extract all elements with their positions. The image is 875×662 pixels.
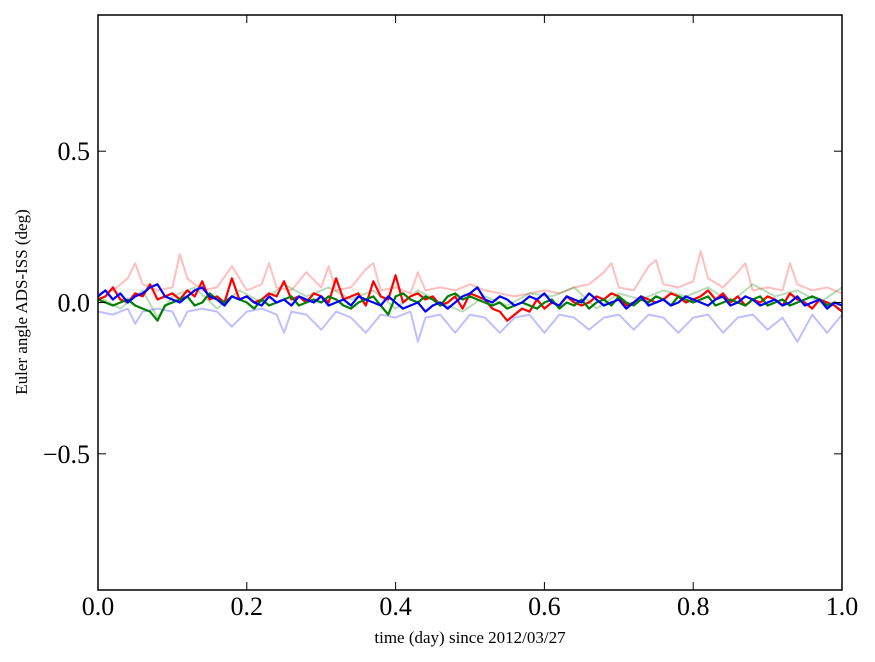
series-layer [97, 250, 843, 343]
x-tick-label: 0.0 [82, 592, 115, 621]
x-axis-label: time (day) since 2012/03/27 [374, 628, 566, 647]
y-tick-label: 0.0 [58, 289, 91, 318]
x-tick-label: 0.4 [379, 592, 412, 621]
x-tick-label: 1.0 [826, 592, 859, 621]
x-tick-label: 0.8 [677, 592, 710, 621]
y-tick-label: −0.5 [43, 440, 90, 469]
ticks-layer: 0.0 0.2 0.4 0.6 0.8 1.0 0.5 0.0 −0.5 [43, 15, 858, 621]
x-tick-label: 0.6 [528, 592, 561, 621]
series-line-0 [97, 250, 843, 298]
x-tick-label: 0.2 [231, 592, 264, 621]
series-line-2 [97, 307, 843, 343]
series-line-5 [97, 283, 843, 313]
y-axis-label: Euler angle ADS-ISS (deg) [12, 209, 31, 395]
series-line-1 [97, 283, 843, 319]
y-tick-label: 0.5 [58, 137, 91, 166]
series-line-4 [97, 292, 843, 322]
